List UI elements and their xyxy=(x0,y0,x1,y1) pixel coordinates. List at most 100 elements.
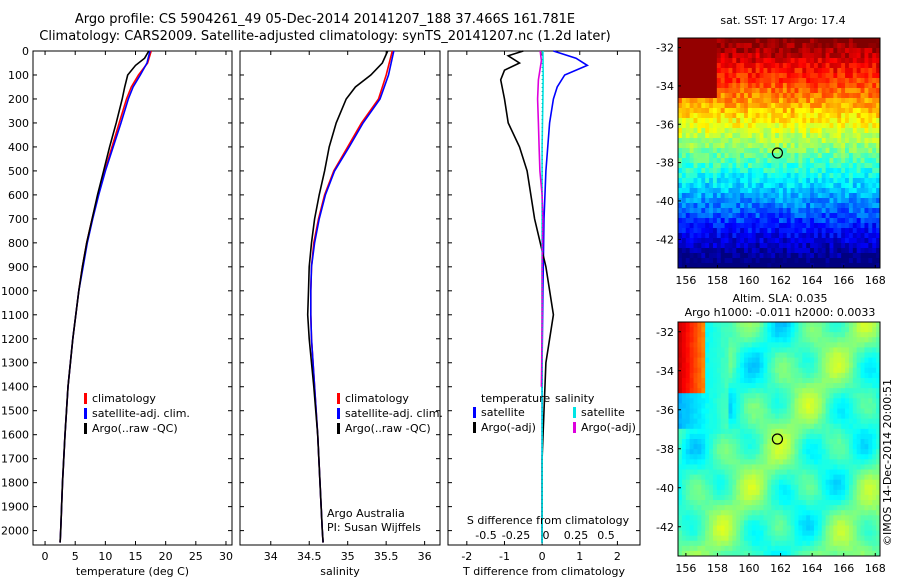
map-pixel xyxy=(868,243,873,249)
map-pixel xyxy=(821,98,827,104)
map-pixel xyxy=(876,500,881,506)
map-pixel xyxy=(759,393,764,399)
map-pixel xyxy=(747,413,753,420)
map-pixel xyxy=(724,444,729,450)
map-pixel xyxy=(744,208,749,214)
map-pixel xyxy=(709,510,714,516)
map-pixel xyxy=(751,398,757,404)
map-pixel xyxy=(705,464,710,471)
map-pixel xyxy=(864,474,869,481)
map-pixel xyxy=(860,58,865,64)
map-pixel xyxy=(775,228,780,234)
map-pixel xyxy=(712,253,718,259)
map-pixel xyxy=(872,449,877,455)
map-pixel xyxy=(841,403,846,409)
map-pixel xyxy=(864,540,869,547)
map-pixel xyxy=(771,233,776,239)
map-pixel xyxy=(709,63,714,69)
map-pixel xyxy=(817,233,823,239)
map-pixel xyxy=(833,233,838,239)
map-pixel xyxy=(705,367,710,374)
map-pixel xyxy=(705,218,710,224)
map-pixel xyxy=(802,148,807,154)
map-pixel xyxy=(685,118,691,124)
map-pixel xyxy=(709,113,714,119)
map-pixel xyxy=(720,322,726,328)
map-pixel xyxy=(868,327,873,333)
map-pixel xyxy=(817,78,823,84)
map-pixel xyxy=(841,505,846,511)
map-pixel xyxy=(775,515,780,521)
map-pixel xyxy=(678,173,683,179)
map-pixel xyxy=(802,377,807,384)
map-3-pixels xyxy=(678,38,881,269)
map-pixel xyxy=(848,63,854,69)
map-pixel xyxy=(868,58,873,64)
map-pixel xyxy=(678,510,683,516)
map-pixel xyxy=(833,464,838,471)
map-pixel xyxy=(689,530,695,537)
map-pixel xyxy=(763,188,768,194)
map-pixel xyxy=(810,123,815,129)
map-pixel xyxy=(744,332,749,338)
map-pixel xyxy=(786,454,792,460)
map-pixel xyxy=(798,63,803,69)
map-pixel xyxy=(693,248,698,254)
map-pixel xyxy=(864,183,869,189)
map-pixel xyxy=(872,535,877,542)
map-pixel xyxy=(817,258,823,264)
map-pixel xyxy=(685,43,691,49)
map-pixel xyxy=(833,484,838,491)
map-pixel xyxy=(779,347,784,354)
map-pixel xyxy=(716,398,722,404)
map-pixel xyxy=(728,168,733,174)
map-pixel xyxy=(736,428,741,435)
map-pixel xyxy=(868,494,873,501)
map-pixel xyxy=(755,63,761,69)
map-pixel xyxy=(833,178,838,184)
map-pixel xyxy=(681,520,687,526)
map-pixel xyxy=(771,63,776,69)
map-pixel xyxy=(829,223,834,229)
map-pixel xyxy=(856,223,862,229)
map-pixel xyxy=(852,342,858,348)
map-pixel xyxy=(810,433,815,440)
map-pixel xyxy=(779,178,784,184)
map-pixel xyxy=(685,454,691,460)
map-pixel xyxy=(678,203,683,209)
map-pixel xyxy=(810,173,815,179)
map-pixel xyxy=(716,505,722,511)
map-pixel xyxy=(821,228,827,234)
map-pixel xyxy=(744,128,749,134)
map-pixel xyxy=(705,118,710,124)
map-pixel xyxy=(813,258,819,264)
map-pixel xyxy=(829,535,834,542)
map-pixel xyxy=(747,464,753,471)
map-pixel xyxy=(856,168,862,174)
map-pixel xyxy=(779,63,784,69)
map-pixel xyxy=(813,525,819,532)
map-pixel xyxy=(779,113,784,119)
map-pixel xyxy=(763,377,768,384)
map-pixel xyxy=(693,213,698,219)
map-pixel xyxy=(712,153,718,159)
map-pixel xyxy=(845,484,850,491)
map-pixel xyxy=(716,168,722,174)
map-pixel xyxy=(841,183,846,189)
map-pixel xyxy=(837,367,842,374)
map-pixel xyxy=(759,327,764,333)
map-pixel xyxy=(771,383,776,389)
map-pixel xyxy=(810,545,815,552)
map-pixel xyxy=(736,515,741,521)
map-pixel xyxy=(876,474,881,481)
map-pixel xyxy=(712,403,718,409)
map-pixel xyxy=(747,178,753,184)
map-pixel xyxy=(864,494,869,501)
map-pixel xyxy=(767,223,772,229)
map-pixel xyxy=(705,238,710,244)
map-pixel xyxy=(732,258,737,264)
map-pixel xyxy=(720,63,726,69)
map-pixel xyxy=(771,449,776,455)
map-pixel xyxy=(829,444,834,450)
map-pixel xyxy=(701,183,706,189)
